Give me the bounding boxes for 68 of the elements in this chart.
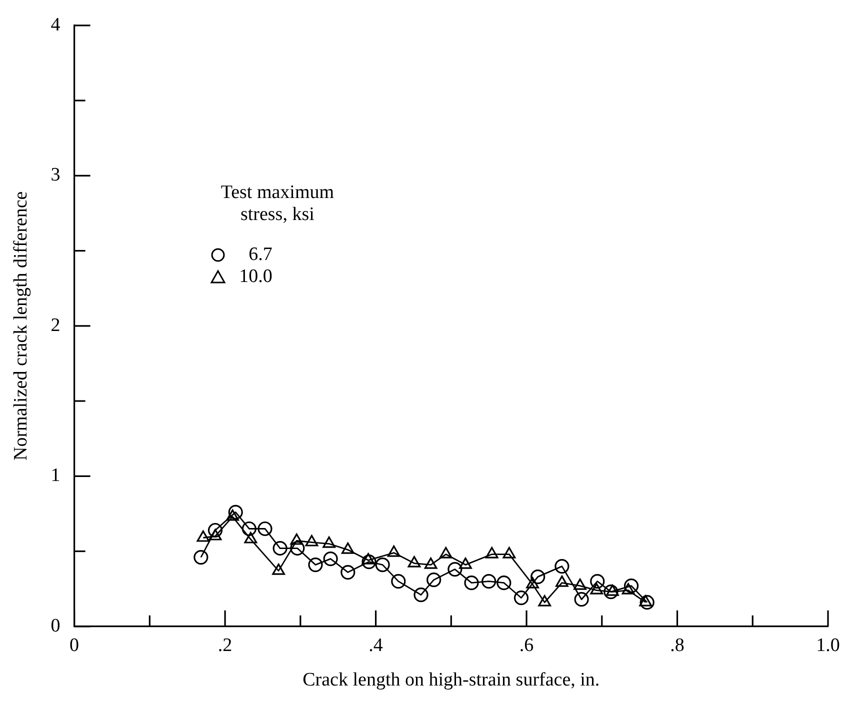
x-tick-label: 0	[70, 634, 80, 656]
point	[340, 565, 356, 580]
point	[496, 576, 512, 590]
point	[408, 556, 421, 568]
point	[574, 592, 589, 607]
x-tick-label: .4	[368, 634, 384, 656]
point	[482, 574, 496, 589]
point	[208, 522, 223, 538]
point	[622, 583, 635, 594]
point	[538, 595, 552, 606]
legend-label: 6.7	[248, 244, 272, 266]
point	[590, 583, 604, 594]
point	[606, 584, 619, 596]
point	[242, 521, 256, 536]
point	[362, 552, 375, 564]
y-tick-label: 2	[50, 314, 60, 336]
point	[375, 557, 390, 572]
point	[530, 570, 546, 584]
point	[502, 546, 516, 558]
point	[308, 557, 323, 572]
point	[391, 574, 406, 589]
point	[272, 540, 288, 556]
point	[639, 595, 652, 606]
point	[341, 542, 354, 554]
point	[305, 534, 318, 546]
y-axis-title: Normalized crack length difference	[10, 191, 32, 460]
point	[258, 521, 272, 536]
point	[526, 577, 539, 588]
point	[459, 558, 472, 569]
x-tick-label: .8	[670, 634, 684, 656]
point	[362, 554, 376, 570]
y-tick-label: 4	[50, 14, 61, 36]
x-axis-title: Crack length on high-strain surface, in.	[302, 670, 600, 691]
point	[194, 550, 208, 565]
point	[604, 584, 618, 600]
point	[228, 504, 243, 520]
point	[323, 551, 338, 566]
point	[448, 562, 462, 577]
point	[640, 595, 654, 610]
point	[226, 509, 240, 521]
point	[387, 545, 400, 557]
point	[244, 532, 258, 544]
x-tick-label: 1.0	[816, 634, 840, 656]
point	[556, 576, 568, 587]
point	[439, 546, 452, 558]
x-tick-label: .2	[218, 634, 232, 656]
y-tick-label: 1	[50, 465, 60, 486]
legend-title: Test maximum stress, ksi	[220, 182, 336, 226]
point	[574, 578, 586, 590]
legend-label: 10.0	[239, 266, 272, 288]
point	[424, 558, 438, 569]
point	[290, 540, 305, 556]
y-tick-label: 0	[50, 615, 60, 636]
point	[272, 564, 285, 575]
point	[485, 546, 498, 558]
point	[624, 578, 639, 594]
point	[290, 533, 304, 545]
point	[464, 576, 479, 590]
point	[590, 574, 605, 589]
point	[208, 528, 222, 540]
point	[322, 536, 336, 548]
point	[196, 530, 210, 542]
point	[514, 590, 529, 606]
x-tick-label: .6	[519, 634, 534, 656]
y-tick-label: 3	[50, 164, 60, 186]
point	[414, 588, 428, 602]
point	[426, 572, 442, 588]
point	[554, 559, 570, 574]
